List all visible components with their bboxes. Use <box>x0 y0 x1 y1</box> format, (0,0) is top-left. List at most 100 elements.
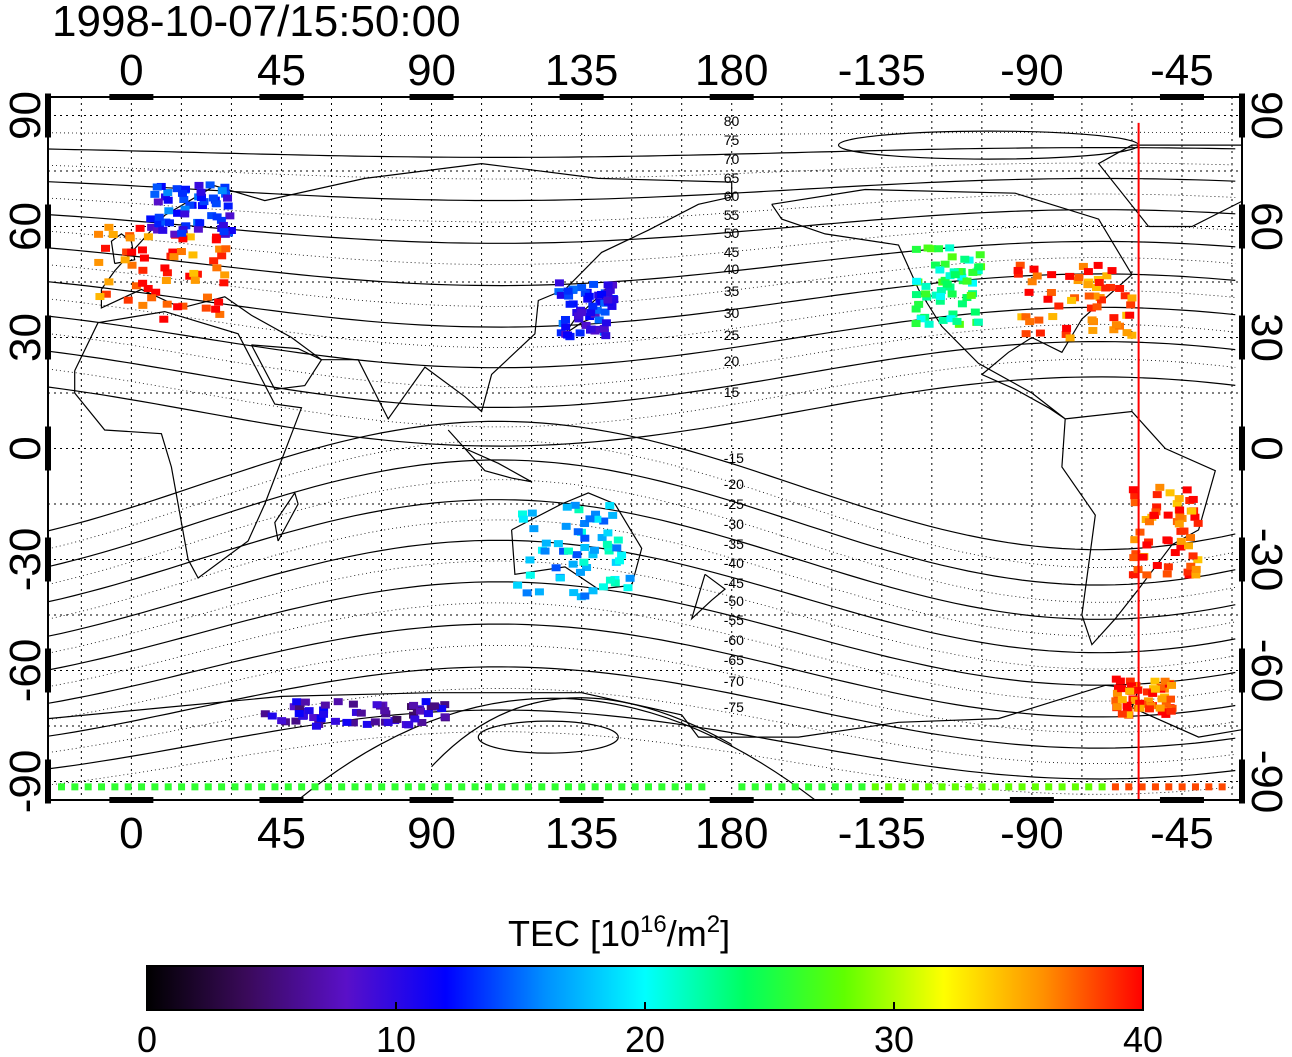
tec-data-point <box>383 719 393 727</box>
tec-data-point <box>1109 326 1119 334</box>
tec-data-point <box>431 783 439 791</box>
tec-data-point <box>911 245 921 253</box>
tec-data-point <box>623 584 633 592</box>
tec-data-point <box>1067 296 1077 304</box>
tec-data-point <box>592 306 602 314</box>
colorbar-label-unit: /m <box>667 913 707 954</box>
tec-data-point <box>223 194 233 202</box>
tec-data-point <box>437 705 447 713</box>
magnetic-contour <box>48 376 1236 447</box>
tec-data-point <box>356 709 366 717</box>
tec-data-point <box>1161 699 1171 707</box>
tec-data-point <box>598 583 608 591</box>
frame-tick-top <box>859 94 904 100</box>
tec-data-point <box>1188 552 1198 560</box>
magnetic-contour <box>48 539 1236 654</box>
tec-data-point <box>1149 511 1159 519</box>
tec-data-point <box>351 783 359 791</box>
tec-data-point <box>152 183 162 191</box>
frame-tick-left <box>45 648 51 693</box>
coastline-segment <box>690 573 726 621</box>
tec-data-point <box>1165 783 1173 791</box>
left-latitude-labels: 90 60 30 0 -30 -60 -90 <box>1 91 50 813</box>
tec-data-point <box>1152 491 1162 499</box>
frame-tick-top <box>709 94 754 100</box>
tec-data-point <box>211 200 221 208</box>
tec-data-point <box>163 189 173 197</box>
tec-data-point <box>319 710 329 718</box>
tec-data-point <box>209 257 219 265</box>
tec-data-point <box>324 783 332 791</box>
tec-data-point <box>95 293 105 301</box>
tec-data-point <box>1135 699 1145 707</box>
contour-label-north: 55 <box>724 207 740 223</box>
tec-data-point <box>178 783 186 791</box>
tec-data-point <box>294 710 304 718</box>
contour-label-south: -60 <box>724 632 744 648</box>
tec-data-point <box>153 226 163 234</box>
tec-data-point <box>1166 695 1176 703</box>
tec-data-point <box>1035 329 1045 337</box>
tec-data-point <box>1013 270 1023 278</box>
tec-data-point <box>1138 783 1146 791</box>
tec-data-point <box>947 253 957 261</box>
tec-data-point <box>604 547 614 555</box>
frame-tick-top <box>1159 94 1204 100</box>
contour-label-north: 50 <box>724 225 740 241</box>
tec-data-point <box>538 783 546 791</box>
tec-data-point <box>1163 511 1173 519</box>
tec-data-point <box>1174 520 1184 528</box>
frame-tick-bottom <box>709 797 754 803</box>
tec-data-point <box>289 703 299 711</box>
tec-data-point <box>173 303 183 311</box>
tec-data-point <box>1115 284 1125 292</box>
frame-tick-top <box>109 94 154 100</box>
frame-tick-left <box>45 537 51 582</box>
tec-data-point <box>925 783 933 791</box>
tec-data-point <box>529 525 539 533</box>
tec-data-point <box>597 290 607 298</box>
right-lat-label: -90 <box>1242 750 1291 814</box>
tec-data-point <box>221 190 231 198</box>
tec-data-point <box>1131 550 1141 558</box>
tec-data-point <box>625 574 635 582</box>
tec-data-point <box>1193 556 1203 564</box>
magnetic-contour <box>48 177 1236 202</box>
tec-data-point <box>164 207 174 215</box>
tec-data-point <box>1172 500 1182 508</box>
tec-data-point <box>603 529 613 537</box>
bottom-longitude-labels: 0 45 90 135 180 -135 -90 -45 <box>119 809 1214 858</box>
tec-data-point <box>1163 563 1173 571</box>
tec-data-point <box>197 202 207 210</box>
frame-tick-top <box>559 94 604 100</box>
tec-data-point <box>1191 571 1201 579</box>
tec-data-point <box>111 783 119 791</box>
contour-label-north: 40 <box>724 261 740 277</box>
frame-tick-right <box>1239 648 1245 693</box>
tec-data-point <box>580 534 590 542</box>
tec-data-point <box>211 236 221 244</box>
tec-data-point <box>1163 537 1173 545</box>
tec-data-point <box>351 708 361 716</box>
tec-data-point <box>185 201 195 209</box>
tec-data-point <box>181 222 191 230</box>
tec-data-point <box>916 315 926 323</box>
tec-data-point <box>1148 689 1158 697</box>
frame-tick-right <box>1239 759 1245 804</box>
tec-data-point <box>300 698 310 706</box>
contour-label-south: -35 <box>724 536 744 552</box>
coastline-segment <box>447 429 532 483</box>
tec-data-point <box>605 576 615 584</box>
tec-data-point <box>429 702 439 710</box>
tec-data-point <box>942 280 952 288</box>
tec-data-point <box>645 783 652 791</box>
tec-data-point <box>978 783 986 791</box>
tec-data-point <box>1144 518 1154 526</box>
tec-data-point <box>585 313 595 321</box>
tec-data-point <box>1127 331 1137 339</box>
magnetic-contour <box>48 358 1236 428</box>
tec-data-point <box>559 547 569 555</box>
tec-data-point <box>199 198 209 206</box>
colorbar-ticks: 0 10 20 30 40 <box>137 1002 1163 1057</box>
tec-data-point <box>1058 783 1066 791</box>
